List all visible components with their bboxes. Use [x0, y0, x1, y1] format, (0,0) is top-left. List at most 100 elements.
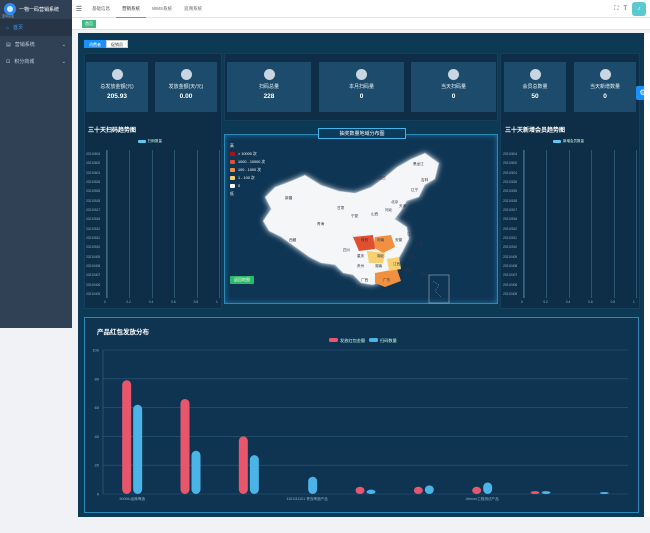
legend-item[interactable]: 1 - 100 次 [230, 174, 265, 182]
doc-icon: ▤ [6, 41, 11, 48]
region-map-panel: 黑龙江 吉林 辽宁 内蒙古 北京 天津 河北 山西 山东 宁夏 甘肃 新疆 西藏 青海 四川 重庆 湖北 河南 安徽… [224, 134, 498, 304]
y-date-label: 20210409 [503, 254, 518, 259]
x-tick-label: 1 [216, 300, 218, 304]
legend-item[interactable]: > 10000 次 [230, 150, 265, 158]
topbar: ☰ 基础信息 营销系统 WMS系统 追溯系统 ⛶ T ♪ [72, 0, 650, 18]
y-tick-label: 0 [97, 492, 100, 497]
fullscreen-icon[interactable]: ⛶ [614, 5, 619, 12]
tab-promoter[interactable]: 促销员 [106, 40, 128, 48]
stat-card-new-members: 当天新增数量 0 [574, 62, 636, 112]
product-bar-chart: 产品红包发放分布 发放红包金额 扫码数量 0 20 40 60 80 100 500ML经典… [92, 327, 628, 501]
sidebar-item-mall[interactable]: ⊡ 积分商城 ⌄ [0, 53, 72, 70]
y-date-label: 20210518 [503, 198, 518, 203]
topmenu-trace[interactable]: 追溯系统 [184, 5, 202, 11]
grid-line [546, 150, 548, 298]
stat-label: 当天新增数量 [589, 84, 620, 90]
stat-value: 50 [531, 93, 539, 100]
sidebar-item-label: 首页 [13, 25, 24, 31]
app-logo: 一物一码营销系统 亚特蓝盈 [0, 0, 72, 18]
x-tick-label: 0.4 [148, 300, 154, 304]
topmenu-wms[interactable]: WMS系统 [152, 5, 172, 11]
grid-line [613, 150, 615, 298]
stat-card-scan-total: 扫码总量 228 [227, 62, 311, 112]
bar [541, 491, 551, 494]
bar-chart-grid [102, 349, 628, 495]
sidebar-item-label: 营销系统 [14, 42, 35, 48]
south-sea-islands [432, 280, 442, 298]
province-label: 广西 [361, 277, 369, 282]
province-label: 甘肃 [337, 205, 345, 210]
legend-low: 低 [230, 190, 265, 198]
stat-card-members: 会员总数量 50 [504, 62, 566, 112]
y-date-label: 20210409 [86, 254, 101, 259]
y-date-label: 20210601 [86, 170, 101, 175]
back-to-map-button[interactable]: 返回地图 [230, 276, 254, 284]
legend-swatch [230, 184, 235, 188]
bar [413, 486, 423, 494]
y-date-label: 20210526 [86, 180, 101, 184]
stat-value: 205.93 [107, 93, 127, 100]
grid-line [219, 150, 220, 298]
grid-line [174, 150, 176, 298]
province-hubei [367, 251, 385, 263]
menu-collapse-icon[interactable]: ☰ [75, 5, 83, 13]
x-tick-label: 0.4 [565, 300, 571, 304]
bar-chart-legend: 发放红包金额 扫码数量 [329, 337, 397, 344]
stat-label: 会员总数量 [522, 84, 548, 90]
legend-label: 新增会员数量 [563, 139, 584, 143]
y-tick-label: 100 [92, 348, 99, 353]
legend-item[interactable]: 100 - 1000 次 [230, 166, 265, 174]
home-icon: ⌂ [6, 24, 10, 31]
stat-label: 发放金额(天/元) [168, 84, 204, 90]
province-label: 天津 [399, 203, 407, 208]
legend-high-label: 高 [230, 143, 234, 148]
sidebar-item-marketing[interactable]: ▤ 营销系统 ⌄ [0, 36, 72, 53]
bar-chart-yticks: 0 20 40 60 80 100 [92, 348, 99, 497]
y-tick-label: 20 [95, 463, 100, 468]
grid-line [591, 150, 593, 298]
province-label: 四川 [343, 248, 351, 252]
bar [308, 476, 318, 494]
bar [180, 398, 190, 494]
province-label: 宁夏 [351, 213, 359, 218]
chevron-down-icon: ⌄ [61, 41, 66, 48]
province-label: 山西 [371, 211, 379, 216]
bar [191, 450, 201, 494]
province-label: 黑龙江 [413, 161, 424, 166]
stat-card-scan-month: 本月扫码量 0 [319, 62, 404, 112]
province-label: 广东 [383, 277, 391, 282]
province-label: 福建 [405, 267, 413, 272]
province-label: 辽宁 [411, 187, 419, 192]
scan-icon [263, 69, 275, 80]
legend-item[interactable]: 1000 - 10000 次 [230, 158, 265, 166]
legend-low-label: 低 [230, 191, 234, 196]
legend-label: 扫码数量 [148, 139, 162, 143]
topmenu-marketing[interactable]: 营销系统 [116, 0, 146, 18]
avatar[interactable]: ♪ [632, 2, 646, 16]
cart-icon: ⊡ [6, 58, 11, 65]
map-legend: 高 > 10000 次 1000 - 10000 次 100 - 1000 次 … [230, 142, 265, 198]
legend-swatch [230, 176, 235, 180]
legend-label: 1 - 100 次 [238, 175, 255, 180]
legend-high: 高 [230, 142, 265, 150]
china-outline [262, 152, 440, 286]
sidebar-item-home[interactable]: ⌂ 首页 [0, 19, 72, 36]
stat-card-day-amount: 发放金额(天/元) 0.00 [155, 62, 217, 112]
scan-icon [448, 69, 459, 80]
legend-label: 发放红包金额 [340, 337, 366, 344]
top-menu: 基础信息 营销系统 WMS系统 追溯系统 [86, 0, 208, 18]
user-add-icon [599, 69, 611, 80]
y-date-label: 20210407 [86, 273, 101, 278]
font-size-icon[interactable]: T [623, 6, 627, 12]
tag-home[interactable]: 首页 [82, 20, 96, 28]
topmenu-basic[interactable]: 基础信息 [92, 5, 110, 11]
stat-label: 总发放金额(元) [100, 84, 134, 90]
province-label: 河北 [385, 207, 393, 212]
logo-mark-icon [4, 3, 16, 15]
legend-swatch [230, 152, 235, 156]
tab-consumer[interactable]: 消费者 [84, 40, 106, 48]
province-henan [373, 235, 395, 253]
bar [122, 380, 132, 494]
province-label: 台湾 [421, 271, 429, 276]
legend-item[interactable]: 0 [230, 182, 265, 190]
